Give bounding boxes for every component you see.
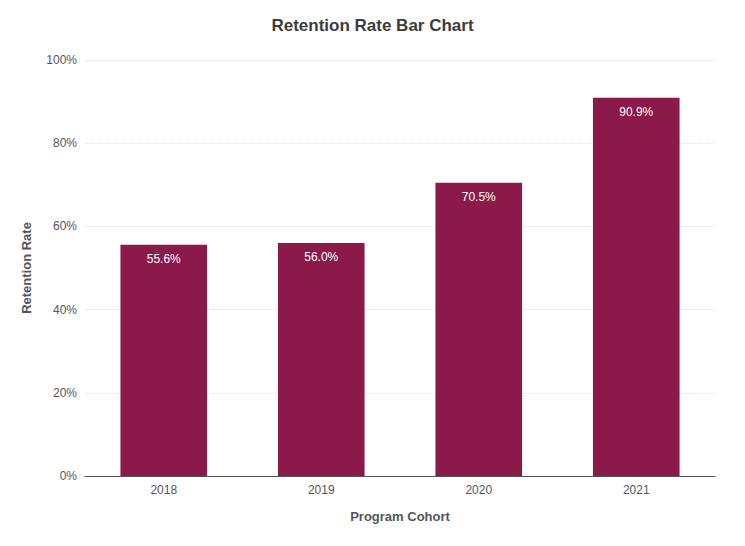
svg-text:2018: 2018	[150, 483, 177, 497]
svg-text:0%: 0%	[60, 469, 78, 483]
svg-text:20%: 20%	[53, 386, 77, 400]
svg-text:70.5%: 70.5%	[462, 190, 496, 204]
svg-text:2020: 2020	[465, 483, 492, 497]
svg-text:80%: 80%	[53, 136, 77, 150]
svg-text:60%: 60%	[53, 219, 77, 233]
svg-text:56.0%: 56.0%	[304, 250, 338, 264]
svg-text:Program Cohort: Program Cohort	[350, 509, 450, 524]
svg-text:90.9%: 90.9%	[619, 105, 653, 119]
svg-text:40%: 40%	[53, 303, 77, 317]
svg-text:2021: 2021	[623, 483, 650, 497]
svg-text:100%: 100%	[46, 53, 77, 67]
svg-text:Retention Rate: Retention Rate	[19, 222, 34, 314]
svg-text:55.6%: 55.6%	[147, 252, 181, 266]
svg-text:2019: 2019	[308, 483, 335, 497]
svg-text:Retention Rate Bar Chart: Retention Rate Bar Chart	[271, 16, 473, 35]
